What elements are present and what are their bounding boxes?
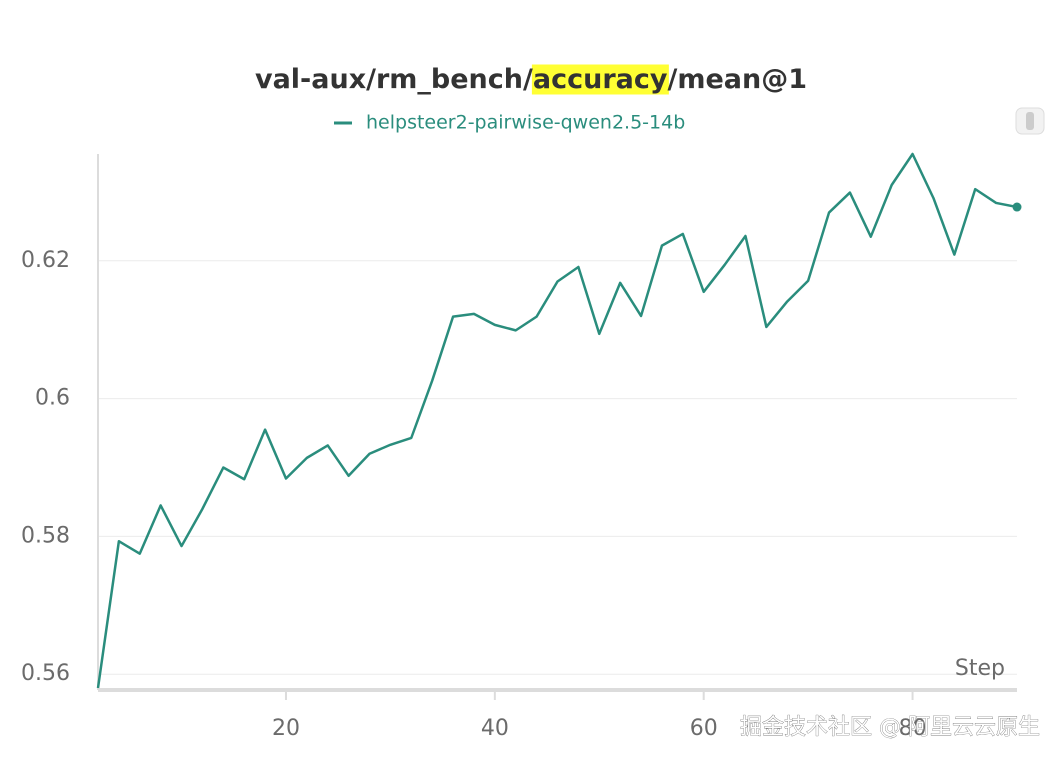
x-tick-label: 40 <box>481 716 509 741</box>
title-part: /mean@1 <box>667 64 807 95</box>
title-highlight <box>531 64 669 95</box>
title-part: accuracy <box>533 64 668 95</box>
end-point <box>1012 202 1022 212</box>
x-tick-label: 80 <box>899 716 927 741</box>
chart-title: val-aux/rm_bench/accuracy/mean@1 <box>255 64 807 95</box>
y-tick-label: 0.56 <box>21 661 70 686</box>
y-tick-label: 0.6 <box>35 386 70 411</box>
x-tick-label: 60 <box>690 716 718 741</box>
legend-label: helpsteer2-pairwise-qwen2.5-14b <box>366 112 685 134</box>
x-tick-label: 20 <box>272 716 300 741</box>
y-tick-label: 0.62 <box>21 248 70 273</box>
x-axis-label: Step <box>955 656 1005 681</box>
title-part: val-aux/rm_bench/ <box>255 64 533 95</box>
scroll-icon <box>1015 107 1045 135</box>
y-tick-label: 0.58 <box>21 523 70 548</box>
watermark: 掘金技术社区 @ 阿里云云原生 <box>740 715 1040 740</box>
data-line <box>96 152 1018 689</box>
